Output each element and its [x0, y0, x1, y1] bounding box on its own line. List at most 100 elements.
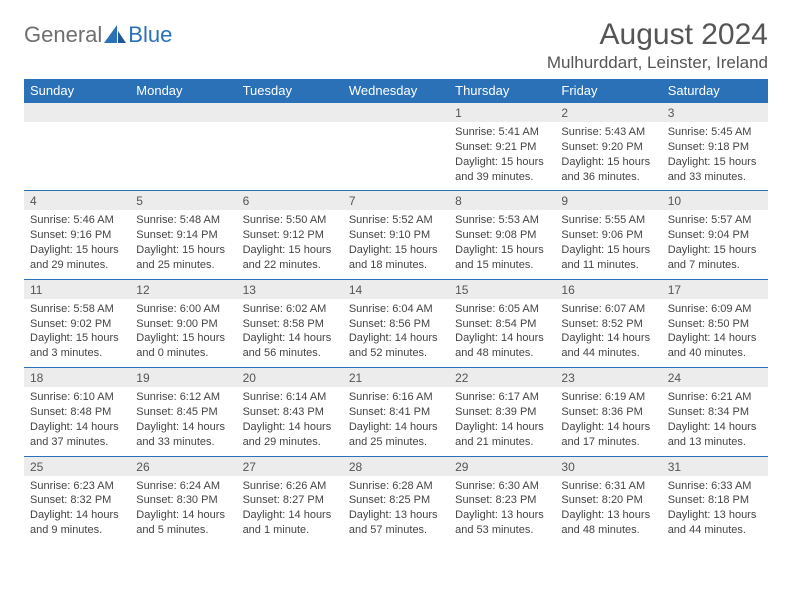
daylight-line: Daylight: 13 hours and 53 minutes.	[455, 508, 549, 538]
day-number-row: 123	[24, 103, 768, 123]
day-number-cell: 11	[24, 279, 130, 299]
calendar-table: SundayMondayTuesdayWednesdayThursdayFrid…	[24, 79, 768, 544]
sunrise-line: Sunrise: 6:02 AM	[243, 302, 337, 317]
weekday-header: Sunday	[24, 79, 130, 103]
sunset-line: Sunset: 9:02 PM	[30, 317, 124, 332]
day-detail-cell: Sunrise: 6:31 AMSunset: 8:20 PMDaylight:…	[555, 476, 661, 544]
daylight-line: Daylight: 15 hours and 18 minutes.	[349, 243, 443, 273]
sunset-line: Sunset: 8:18 PM	[668, 493, 762, 508]
day-number-cell: 29	[449, 456, 555, 476]
sunset-line: Sunset: 9:04 PM	[668, 228, 762, 243]
sunrise-line: Sunrise: 5:55 AM	[561, 213, 655, 228]
day-number-cell: 9	[555, 191, 661, 211]
day-number-cell: 1	[449, 103, 555, 123]
day-number-cell: 30	[555, 456, 661, 476]
logo-text-blue: Blue	[128, 22, 172, 48]
sunrise-line: Sunrise: 6:17 AM	[455, 390, 549, 405]
day-detail-cell: Sunrise: 5:48 AMSunset: 9:14 PMDaylight:…	[130, 210, 236, 279]
day-detail-cell: Sunrise: 6:09 AMSunset: 8:50 PMDaylight:…	[662, 299, 768, 368]
logo-text-general: General	[24, 22, 102, 48]
day-number-cell: 25	[24, 456, 130, 476]
sunset-line: Sunset: 9:10 PM	[349, 228, 443, 243]
sunrise-line: Sunrise: 5:46 AM	[30, 213, 124, 228]
day-detail-cell: Sunrise: 5:57 AMSunset: 9:04 PMDaylight:…	[662, 210, 768, 279]
sunrise-line: Sunrise: 5:45 AM	[668, 125, 762, 140]
day-number-cell: 27	[237, 456, 343, 476]
sunrise-line: Sunrise: 6:14 AM	[243, 390, 337, 405]
daylight-line: Daylight: 15 hours and 22 minutes.	[243, 243, 337, 273]
daylight-line: Daylight: 15 hours and 15 minutes.	[455, 243, 549, 273]
sunset-line: Sunset: 8:25 PM	[349, 493, 443, 508]
sunrise-line: Sunrise: 6:24 AM	[136, 479, 230, 494]
day-number-cell: 28	[343, 456, 449, 476]
day-detail-cell: Sunrise: 5:45 AMSunset: 9:18 PMDaylight:…	[662, 122, 768, 191]
sunset-line: Sunset: 9:06 PM	[561, 228, 655, 243]
sunset-line: Sunset: 8:36 PM	[561, 405, 655, 420]
day-detail-cell: Sunrise: 5:55 AMSunset: 9:06 PMDaylight:…	[555, 210, 661, 279]
day-number-cell	[24, 103, 130, 123]
daylight-line: Daylight: 14 hours and 13 minutes.	[668, 420, 762, 450]
day-detail-cell: Sunrise: 5:41 AMSunset: 9:21 PMDaylight:…	[449, 122, 555, 191]
daylight-line: Daylight: 14 hours and 1 minute.	[243, 508, 337, 538]
sunrise-line: Sunrise: 6:33 AM	[668, 479, 762, 494]
day-number-cell: 4	[24, 191, 130, 211]
day-detail-cell: Sunrise: 6:16 AMSunset: 8:41 PMDaylight:…	[343, 387, 449, 456]
daylight-line: Daylight: 14 hours and 37 minutes.	[30, 420, 124, 450]
sunrise-line: Sunrise: 6:21 AM	[668, 390, 762, 405]
sunrise-line: Sunrise: 6:12 AM	[136, 390, 230, 405]
sunset-line: Sunset: 8:27 PM	[243, 493, 337, 508]
sunset-line: Sunset: 8:56 PM	[349, 317, 443, 332]
day-detail-cell: Sunrise: 6:33 AMSunset: 8:18 PMDaylight:…	[662, 476, 768, 544]
daylight-line: Daylight: 14 hours and 33 minutes.	[136, 420, 230, 450]
daylight-line: Daylight: 15 hours and 25 minutes.	[136, 243, 230, 273]
daylight-line: Daylight: 15 hours and 3 minutes.	[30, 331, 124, 361]
sunrise-line: Sunrise: 6:09 AM	[668, 302, 762, 317]
day-number-cell: 14	[343, 279, 449, 299]
day-detail-cell: Sunrise: 5:52 AMSunset: 9:10 PMDaylight:…	[343, 210, 449, 279]
day-number-cell: 10	[662, 191, 768, 211]
sunset-line: Sunset: 9:08 PM	[455, 228, 549, 243]
daylight-line: Daylight: 14 hours and 48 minutes.	[455, 331, 549, 361]
day-detail-cell: Sunrise: 6:19 AMSunset: 8:36 PMDaylight:…	[555, 387, 661, 456]
sunrise-line: Sunrise: 6:10 AM	[30, 390, 124, 405]
day-number-cell	[343, 103, 449, 123]
day-detail-cell: Sunrise: 5:58 AMSunset: 9:02 PMDaylight:…	[24, 299, 130, 368]
sunrise-line: Sunrise: 5:41 AM	[455, 125, 549, 140]
daylight-line: Daylight: 15 hours and 36 minutes.	[561, 155, 655, 185]
day-detail-cell: Sunrise: 5:53 AMSunset: 9:08 PMDaylight:…	[449, 210, 555, 279]
day-detail-cell: Sunrise: 5:43 AMSunset: 9:20 PMDaylight:…	[555, 122, 661, 191]
weekday-header: Monday	[130, 79, 236, 103]
day-detail-row: Sunrise: 5:58 AMSunset: 9:02 PMDaylight:…	[24, 299, 768, 368]
sunset-line: Sunset: 8:41 PM	[349, 405, 443, 420]
day-number-cell: 3	[662, 103, 768, 123]
sunrise-line: Sunrise: 5:57 AM	[668, 213, 762, 228]
sunset-line: Sunset: 8:48 PM	[30, 405, 124, 420]
sunset-line: Sunset: 9:21 PM	[455, 140, 549, 155]
sunrise-line: Sunrise: 5:50 AM	[243, 213, 337, 228]
day-detail-cell: Sunrise: 6:23 AMSunset: 8:32 PMDaylight:…	[24, 476, 130, 544]
sunset-line: Sunset: 8:43 PM	[243, 405, 337, 420]
day-detail-cell: Sunrise: 5:50 AMSunset: 9:12 PMDaylight:…	[237, 210, 343, 279]
daylight-line: Daylight: 15 hours and 39 minutes.	[455, 155, 549, 185]
daylight-line: Daylight: 15 hours and 33 minutes.	[668, 155, 762, 185]
sunset-line: Sunset: 8:34 PM	[668, 405, 762, 420]
day-number-cell: 6	[237, 191, 343, 211]
weekday-header: Friday	[555, 79, 661, 103]
sunrise-line: Sunrise: 6:28 AM	[349, 479, 443, 494]
day-detail-cell: Sunrise: 6:12 AMSunset: 8:45 PMDaylight:…	[130, 387, 236, 456]
sunset-line: Sunset: 8:39 PM	[455, 405, 549, 420]
day-number-cell: 15	[449, 279, 555, 299]
weekday-header: Saturday	[662, 79, 768, 103]
weekday-header-row: SundayMondayTuesdayWednesdayThursdayFrid…	[24, 79, 768, 103]
page-header: General Blue August 2024 Mulhurddart, Le…	[24, 18, 768, 73]
day-number-row: 18192021222324	[24, 368, 768, 388]
day-detail-cell: Sunrise: 6:17 AMSunset: 8:39 PMDaylight:…	[449, 387, 555, 456]
weekday-header: Thursday	[449, 79, 555, 103]
daylight-line: Daylight: 13 hours and 57 minutes.	[349, 508, 443, 538]
daylight-line: Daylight: 15 hours and 0 minutes.	[136, 331, 230, 361]
sunrise-line: Sunrise: 5:43 AM	[561, 125, 655, 140]
sunset-line: Sunset: 9:00 PM	[136, 317, 230, 332]
daylight-line: Daylight: 14 hours and 44 minutes.	[561, 331, 655, 361]
sunset-line: Sunset: 8:52 PM	[561, 317, 655, 332]
day-number-cell: 12	[130, 279, 236, 299]
